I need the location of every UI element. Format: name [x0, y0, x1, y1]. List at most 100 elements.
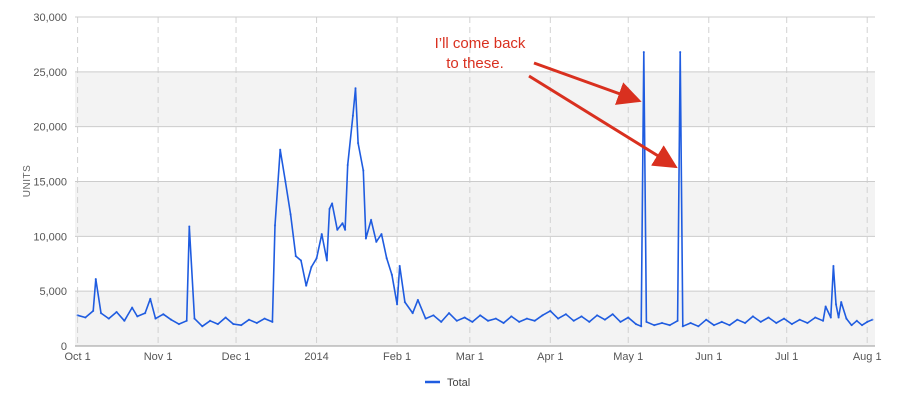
data-point	[455, 319, 458, 322]
series-line-total[interactable]	[77, 51, 873, 328]
data-point	[834, 303, 838, 306]
data-point	[564, 313, 568, 316]
y-tick-label: 25,000	[33, 67, 67, 79]
data-point	[471, 320, 474, 323]
data-point	[185, 319, 188, 322]
data-point	[736, 318, 739, 321]
data-point	[216, 322, 219, 326]
data-point	[346, 163, 349, 167]
data-point	[440, 320, 443, 323]
data-point	[580, 315, 583, 318]
data-point	[395, 303, 399, 306]
data-point	[255, 321, 258, 325]
data-point	[432, 314, 435, 317]
data-point	[294, 254, 297, 258]
data-point	[634, 322, 638, 326]
data-point	[84, 316, 87, 319]
data-point	[533, 319, 536, 322]
x-tick-label: Nov 1	[144, 351, 173, 363]
x-axis-ticks: Oct 1 Nov 1 Dec 1 2014 Feb 1 Mar 1 Apr 1 May 1 J…	[64, 351, 881, 363]
annotation-text: I’ll come back	[435, 35, 526, 52]
data-point	[411, 312, 414, 315]
plot-band	[75, 181, 875, 237]
data-point	[403, 301, 406, 304]
data-point	[840, 301, 843, 304]
legend-label[interactable]: Total	[447, 377, 470, 389]
data-point	[588, 320, 591, 323]
x-tick-label: 2014	[304, 351, 328, 363]
data-point	[149, 297, 152, 300]
y-tick-label: 20,000	[33, 122, 67, 134]
data-point	[676, 319, 679, 322]
data-point	[247, 318, 251, 321]
data-point	[263, 317, 266, 320]
data-point	[325, 259, 329, 262]
y-tick-label: 5,000	[39, 286, 67, 298]
data-point	[232, 322, 235, 326]
data-point	[640, 325, 643, 328]
x-tick-label: Aug 1	[853, 351, 882, 363]
data-point	[447, 312, 451, 315]
legend[interactable]: Total	[425, 377, 470, 389]
horizontal-gridlines	[75, 16, 875, 347]
data-point	[486, 319, 490, 322]
data-point	[502, 321, 505, 325]
annotation-text: to these.	[446, 55, 504, 72]
data-point	[271, 320, 274, 323]
data-point	[416, 298, 419, 302]
data-point	[712, 324, 716, 327]
x-tick-label: Dec 1	[222, 351, 251, 363]
y-tick-label: 10,000	[33, 231, 67, 243]
data-point	[660, 321, 664, 325]
data-point	[775, 321, 778, 325]
data-point	[136, 315, 139, 318]
data-point	[525, 317, 529, 320]
data-point	[92, 309, 95, 313]
data-point	[790, 322, 793, 326]
data-point	[860, 324, 864, 327]
data-point	[751, 315, 755, 318]
data-point	[494, 317, 497, 320]
data-point	[336, 228, 339, 231]
data-point	[611, 313, 614, 316]
data-point	[341, 222, 344, 225]
data-point	[351, 114, 355, 117]
plot-band	[75, 126, 875, 182]
x-tick-label: Jul 1	[775, 351, 798, 363]
data-point	[362, 169, 365, 172]
annotation-layer: I’ll come back to these.	[435, 35, 678, 169]
data-point	[344, 228, 347, 231]
data-point	[188, 225, 191, 228]
data-point	[782, 317, 786, 320]
annotation-arrow	[528, 74, 678, 169]
data-point	[681, 325, 684, 328]
data-point	[866, 320, 869, 323]
data-point	[668, 324, 671, 327]
x-tick-label: Jun 1	[695, 351, 722, 363]
plot-band	[75, 236, 875, 292]
data-point	[821, 319, 825, 322]
data-point	[398, 264, 401, 268]
data-point	[310, 265, 313, 269]
data-point	[107, 317, 110, 320]
data-point	[390, 273, 393, 276]
data-point	[798, 318, 801, 321]
y-tick-label: 0	[61, 341, 67, 353]
data-point	[224, 316, 227, 319]
data-point	[595, 314, 599, 317]
data-point	[510, 315, 513, 318]
data-point	[806, 321, 809, 325]
data-point	[284, 180, 287, 183]
data-point	[720, 320, 723, 323]
data-point	[170, 318, 173, 321]
plot-bands	[75, 17, 875, 346]
data-point	[331, 202, 334, 205]
x-tick-label: Feb 1	[383, 351, 411, 363]
data-point	[131, 306, 134, 309]
data-point	[557, 317, 560, 320]
data-point	[375, 240, 378, 243]
data-point	[697, 325, 700, 328]
data-point	[115, 310, 118, 314]
data-point	[289, 213, 292, 216]
data-point	[645, 320, 648, 323]
